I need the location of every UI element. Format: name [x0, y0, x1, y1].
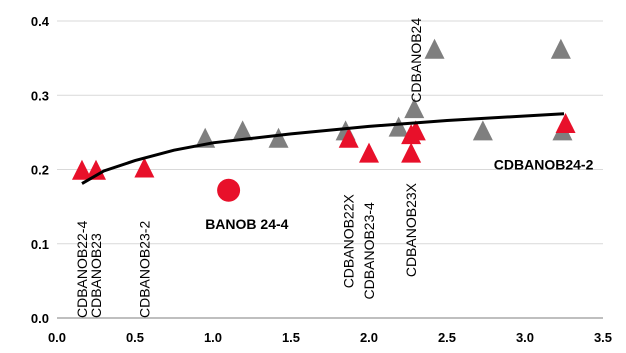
y-tick-label: 0.3 [31, 88, 49, 103]
data-point-triangle [550, 38, 571, 59]
y-tick-label: 0.4 [31, 14, 50, 29]
x-tick-label: 2.5 [438, 330, 456, 345]
data-point-triangle [338, 127, 359, 148]
point-label: BANOB 24-4 [205, 216, 288, 232]
x-tick-label: 1.0 [204, 330, 222, 345]
data-point-triangle [555, 112, 576, 133]
data-point-triangle [401, 142, 422, 163]
data-point-triangle [388, 116, 409, 137]
y-tick-label: 0.2 [31, 163, 49, 178]
gridlines [57, 20, 603, 245]
data-point-triangle [71, 159, 92, 180]
data-point-triangle [232, 120, 253, 141]
x-axis-ticks: 0.0 0.5 1.0 1.5 2.0 2.5 3.0 3.5 [48, 330, 612, 345]
data-point-triangle [472, 120, 493, 141]
x-tick-label: 0.5 [126, 330, 144, 345]
point-label: CDBANOB23X [403, 182, 419, 277]
point-label: CDBANOB22-4 [74, 221, 90, 318]
y-tick-label: 0.1 [31, 237, 49, 252]
data-point-triangle [268, 127, 289, 148]
x-tick-label: 1.5 [282, 330, 300, 345]
y-axis-ticks: 0.0 0.1 0.2 0.3 0.4 [31, 14, 50, 326]
data-points [71, 38, 576, 202]
data-point-triangle [405, 120, 426, 141]
data-point-triangle [404, 98, 425, 119]
point-label: CDBANOB23-2 [136, 221, 152, 318]
data-point-triangle [424, 38, 445, 59]
data-point-triangle [86, 159, 106, 180]
trendline [81, 112, 565, 185]
x-tick-label: 0.0 [48, 330, 66, 345]
data-point-triangle [134, 157, 155, 178]
x-tick-label: 3.0 [516, 330, 534, 345]
y-tick-label: 0.0 [31, 311, 49, 326]
point-label: CDBANOB23-4 [361, 202, 377, 299]
data-point-circle [217, 178, 241, 202]
point-label: CDBANOB24 [408, 18, 424, 103]
point-label: CDBANOB24-2 [494, 157, 594, 173]
point-label: CDBANOB22X [341, 193, 357, 288]
x-tick-label: 3.5 [594, 330, 612, 345]
point-label: CDBANOB23 [88, 233, 104, 318]
x-tick-label: 2.0 [360, 330, 378, 345]
data-point-triangle [359, 142, 379, 163]
